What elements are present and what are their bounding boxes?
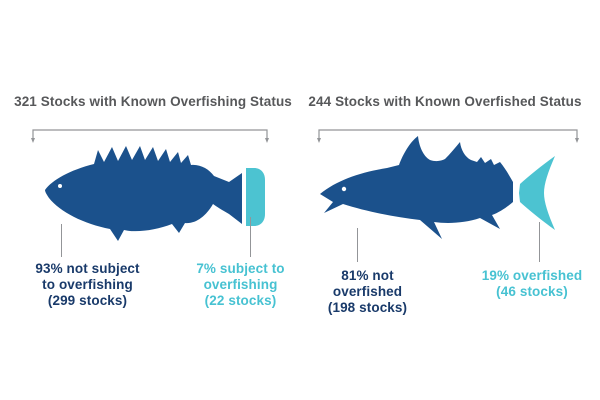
left-chart-title: 321 Stocks with Known Overfishing Status [14,94,292,109]
right-teal-label: 19% overfished (46 stocks) [452,268,600,300]
left-dark-label-line2: to overfishing [42,277,133,292]
left-dark-label-line1: 93% not subject [35,261,140,276]
grouper-fish-illustration [45,146,265,241]
tuna-tail-highlight [519,156,555,230]
tuna-fish-illustration [320,136,555,239]
tuna-eye [341,186,347,192]
right-teal-label-line2: (46 stocks) [496,284,568,299]
left-dark-leader-line [61,224,62,257]
left-bracket-tip-left [31,138,35,143]
left-bracket-line [32,129,268,141]
left-teal-label-line2: overfishing [203,277,278,292]
right-dark-leader-line [357,228,358,262]
grouper-body-shape [45,146,242,241]
grouper-tail-highlight [246,168,265,226]
left-teal-label-line1: 7% subject to [196,261,285,276]
left-teal-leader-line [250,217,251,257]
right-bracket-tip-left [317,138,321,143]
right-teal-label-line1: 19% overfished [481,268,583,283]
right-span-bracket [317,129,579,143]
left-dark-label: 93% not subject to overfishing (299 stoc… [10,261,165,309]
right-dark-label-line1: 81% not [341,268,394,283]
right-teal-leader-line [539,222,540,262]
tuna-body-shape [320,136,513,239]
left-bracket-tip-right [265,138,269,143]
right-dark-label-line3: (198 stocks) [327,300,408,315]
right-chart-title: 244 Stocks with Known Overfished Status [308,94,582,109]
left-dark-label-line3: (299 stocks) [47,293,128,308]
right-bracket-line [318,129,578,141]
right-bracket-tip-right [575,138,579,143]
left-span-bracket [31,129,269,143]
right-dark-label: 81% not overfished (198 stocks) [295,268,440,316]
grouper-eye [58,184,62,188]
left-teal-label: 7% subject to overfishing (22 stocks) [168,261,313,309]
right-dark-label-line2: overfished [332,284,403,299]
left-teal-label-line3: (22 stocks) [204,293,277,308]
